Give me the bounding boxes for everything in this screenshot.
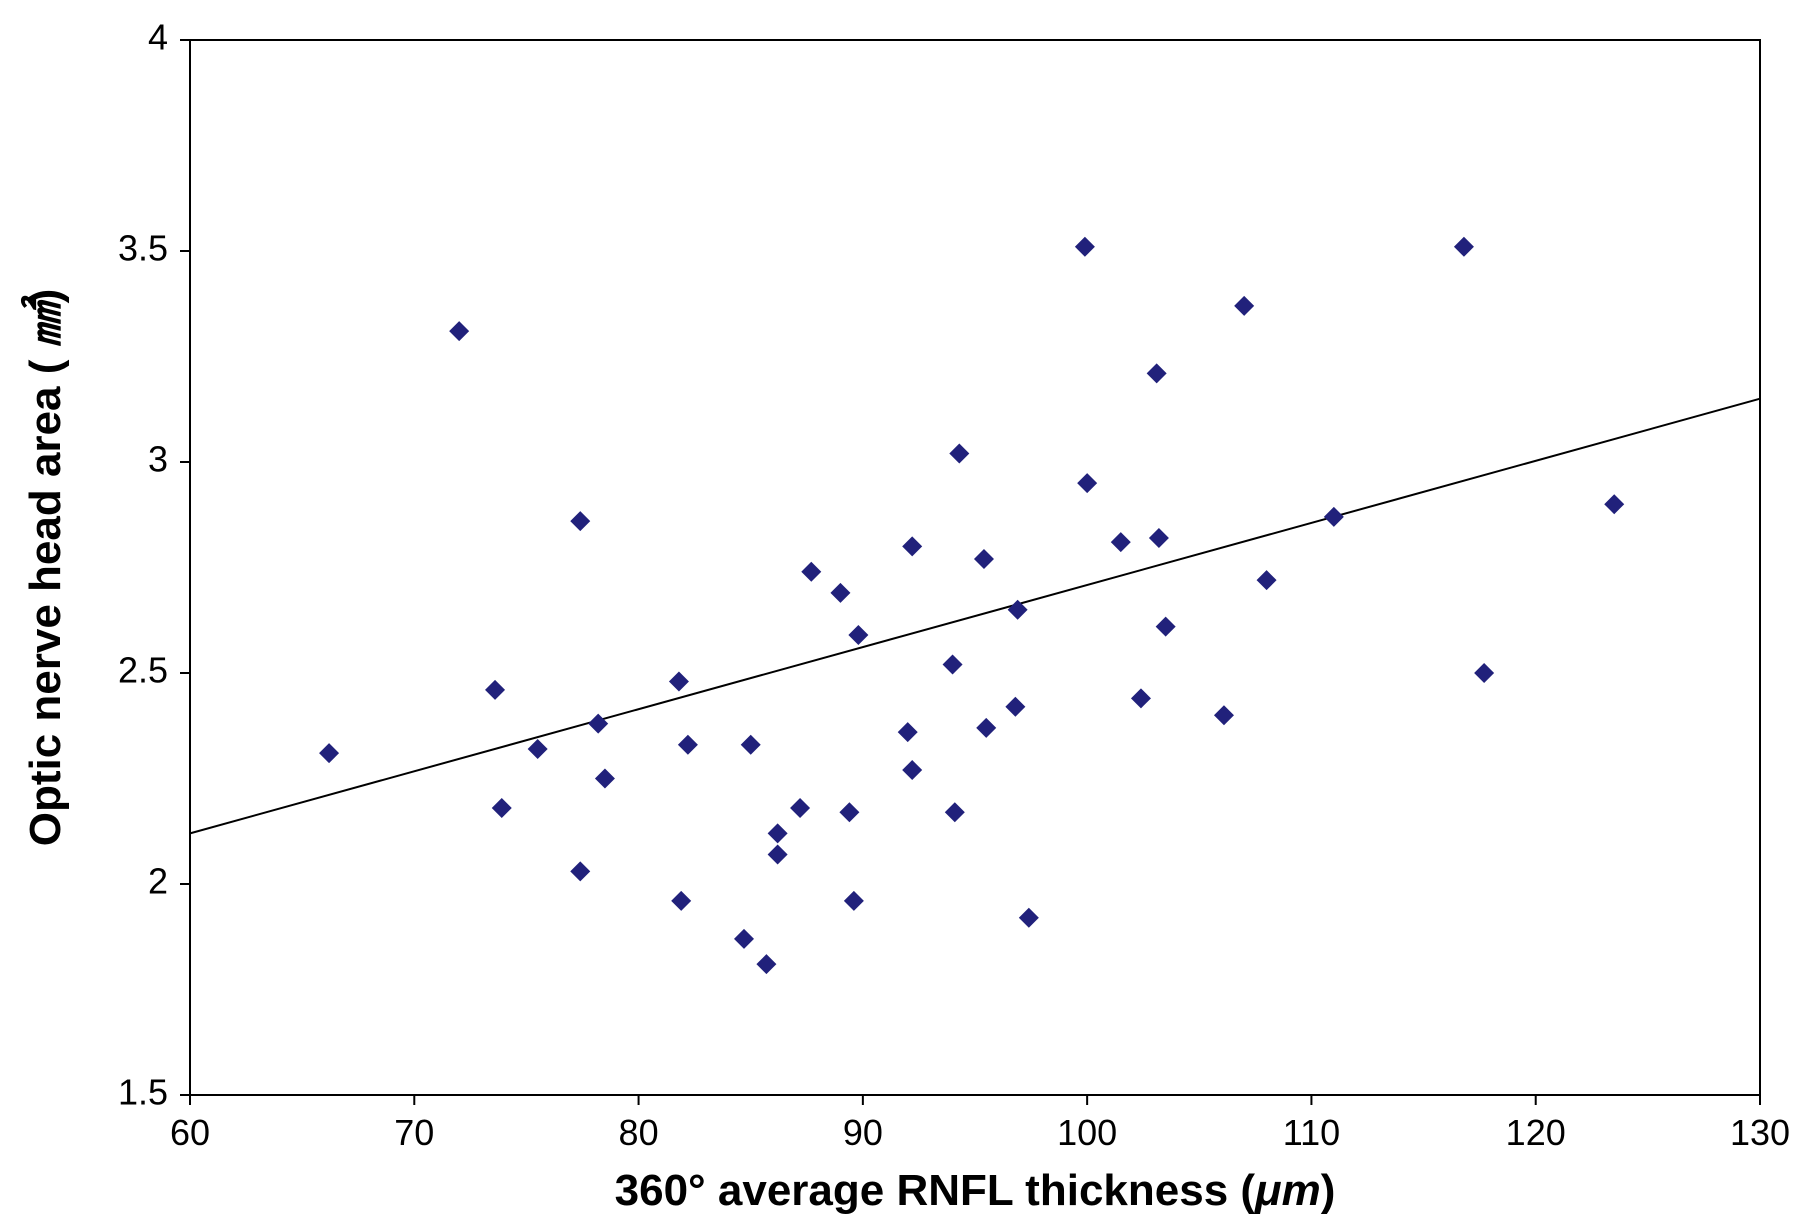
y-axis-title: Optic nerve head area ( ㎟) [20, 289, 70, 847]
scatter-chart: 60 70 80 90 100 110 120 130 1.5 2 2.5 3 3.5 4 360° ave… [0, 0, 1815, 1231]
x-tick-label: 100 [1057, 1112, 1117, 1153]
x-tick-label: 130 [1730, 1112, 1790, 1153]
y-tick-label: 3.5 [118, 228, 168, 269]
x-axis-title: 360° average RNFL thickness (μm) [615, 1166, 1336, 1215]
y-tick-label: 4 [148, 17, 168, 58]
x-tick-label: 70 [394, 1112, 434, 1153]
chart-svg: 60 70 80 90 100 110 120 130 1.5 2 2.5 3 3.5 4 360° ave… [0, 0, 1815, 1231]
x-tick-label: 120 [1506, 1112, 1566, 1153]
y-tick-label: 1.5 [118, 1072, 168, 1113]
x-tick-label: 80 [619, 1112, 659, 1153]
x-tick-label: 90 [843, 1112, 883, 1153]
x-tick-label: 60 [170, 1112, 210, 1153]
y-tick-label: 3 [148, 439, 168, 480]
y-tick-label: 2 [148, 861, 168, 902]
x-tick-label: 110 [1283, 1112, 1340, 1153]
y-tick-label: 2.5 [118, 650, 168, 691]
